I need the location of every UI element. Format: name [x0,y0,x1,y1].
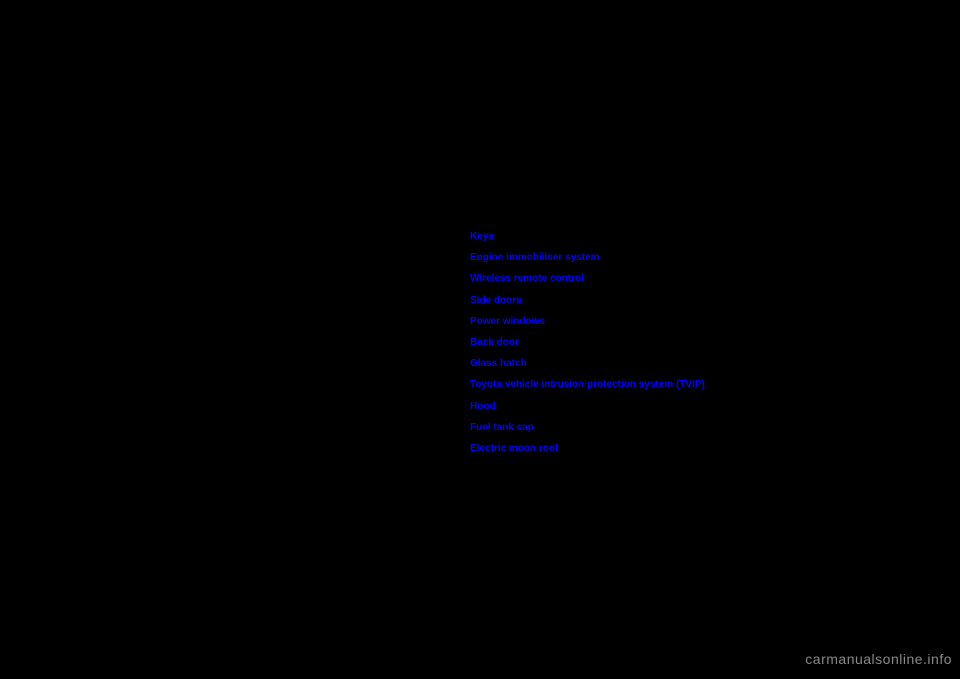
list-item: Toyota vehicle intrusion protection syst… [470,373,705,392]
list-item: Engine immobiliser system [470,246,705,265]
list-item: Electric moon roof [470,437,705,456]
list-item: Hood [470,395,705,414]
list-item: Back door [470,331,705,350]
toc-section: Keys Engine immobiliser system Wireless … [470,225,705,458]
toc-link-list: Keys Engine immobiliser system Wireless … [470,225,705,456]
list-item: Wireless remote control [470,267,705,286]
toc-link-power-windows[interactable]: Power windows [470,316,545,327]
toc-link-keys[interactable]: Keys [470,231,494,242]
list-item: Glass hatch [470,352,705,371]
list-item: Keys [470,225,705,244]
toc-link-back-door[interactable]: Back door [470,337,519,348]
list-item: Power windows [470,310,705,329]
toc-link-wireless-remote[interactable]: Wireless remote control [470,273,584,284]
toc-link-tvip[interactable]: Toyota vehicle intrusion protection syst… [470,379,705,390]
toc-link-engine-immobiliser[interactable]: Engine immobiliser system [470,252,600,263]
list-item: Fuel tank cap [470,416,705,435]
toc-link-moon-roof[interactable]: Electric moon roof [470,443,558,454]
toc-link-glass-hatch[interactable]: Glass hatch [470,358,527,369]
toc-link-fuel-tank-cap[interactable]: Fuel tank cap [470,422,534,433]
toc-link-side-doors[interactable]: Side doors [470,295,522,306]
toc-link-hood[interactable]: Hood [470,401,496,412]
watermark-text: carmanualsonline.info [805,651,952,667]
list-item: Side doors [470,289,705,308]
